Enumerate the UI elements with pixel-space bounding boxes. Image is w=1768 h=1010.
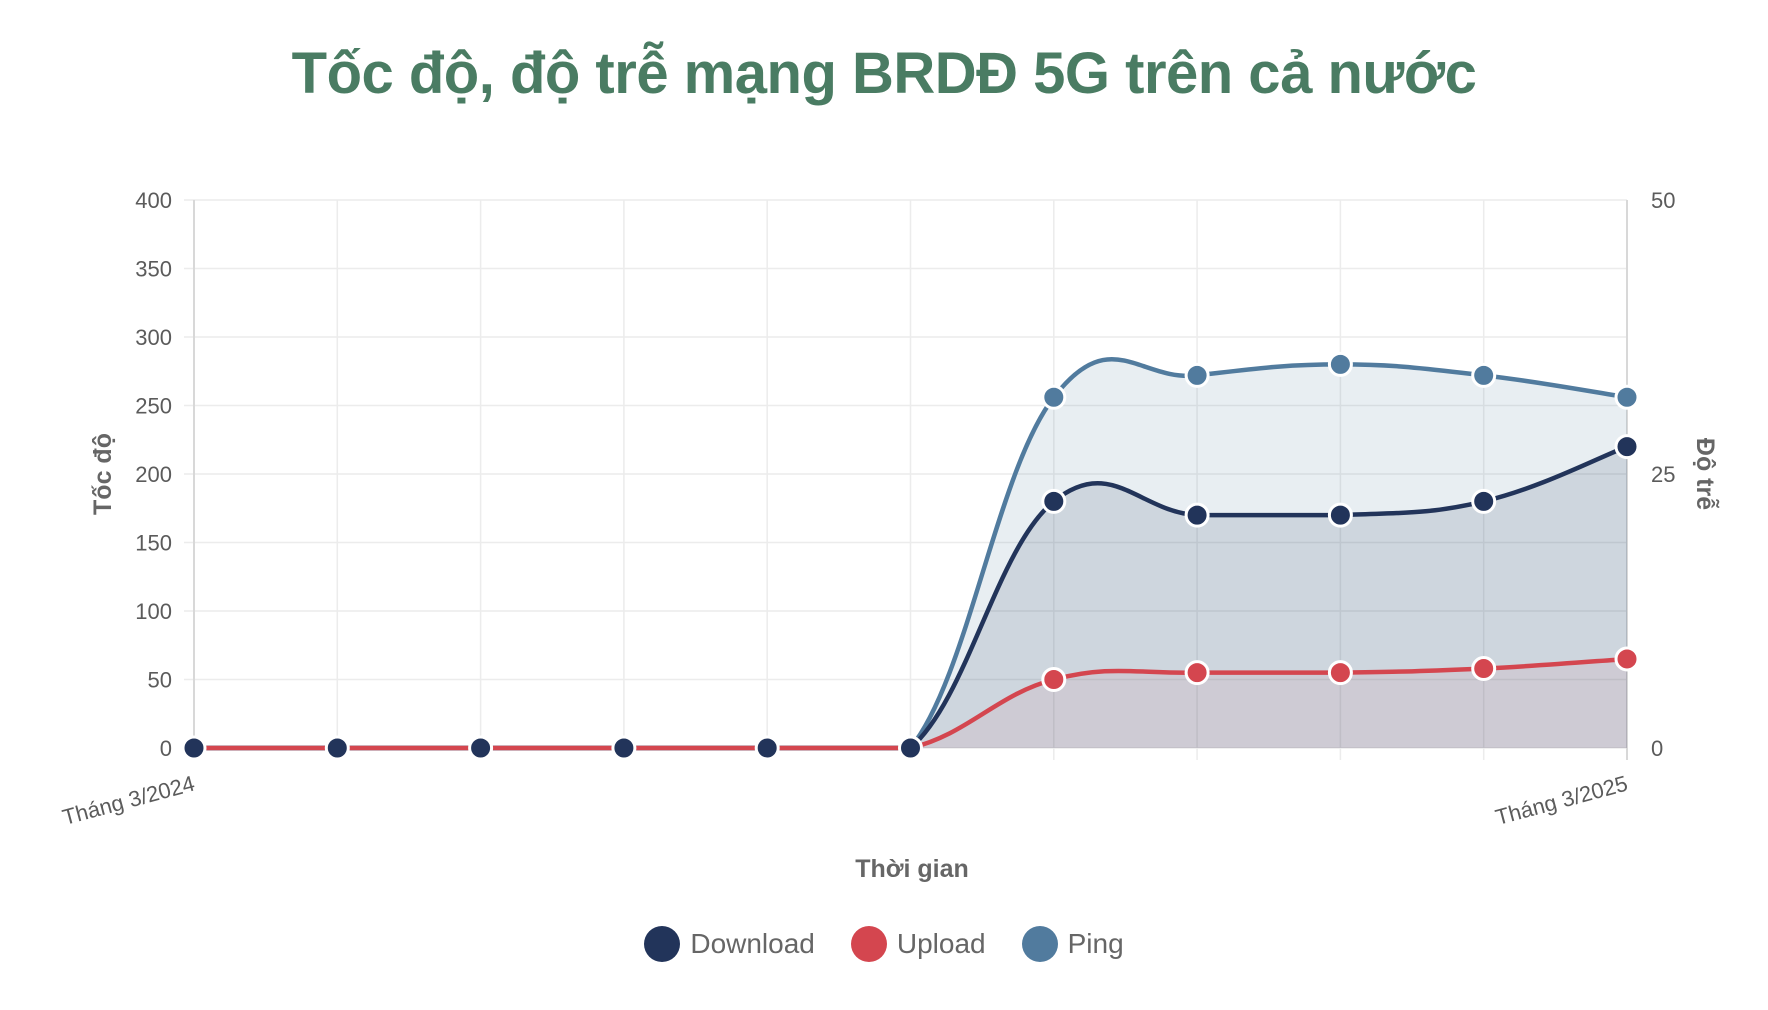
y2-tick-label: 50 — [1651, 188, 1675, 213]
ping-point[interactable] — [1327, 351, 1353, 377]
legend: Download Upload Ping — [0, 926, 1768, 962]
upload-area — [194, 658, 1627, 748]
download-point[interactable] — [754, 735, 780, 761]
y-axis-title: Tốc độ — [89, 433, 117, 515]
download-point[interactable] — [1041, 488, 1067, 514]
upload-point[interactable] — [1471, 656, 1497, 682]
y2-tick-label: 25 — [1651, 462, 1675, 487]
y-tick-label: 400 — [135, 188, 172, 213]
legend-label: Ping — [1067, 928, 1124, 959]
download-point[interactable] — [898, 735, 923, 761]
x-axis-title: Thời gian — [855, 855, 969, 883]
y2-tick-label: 0 — [1651, 736, 1663, 761]
upload-point[interactable] — [1041, 667, 1067, 692]
download-point[interactable] — [1614, 434, 1640, 460]
y-tick-label: 250 — [135, 394, 172, 419]
legend-item-download[interactable]: Download — [644, 926, 815, 962]
ping-point[interactable] — [1041, 384, 1067, 410]
upload-point[interactable] — [1184, 660, 1210, 686]
download-point[interactable] — [181, 735, 207, 761]
ping-point[interactable] — [1614, 384, 1640, 410]
y2-axis-title: Độ trễ — [1691, 438, 1721, 510]
ping-point[interactable] — [1471, 362, 1497, 388]
y-tick-label: 0 — [160, 736, 172, 761]
legend-item-ping[interactable]: Ping — [1021, 926, 1124, 962]
y-tick-label: 150 — [135, 531, 172, 556]
download-point[interactable] — [1327, 502, 1353, 528]
download-point[interactable] — [324, 735, 350, 761]
chart-title: Tốc độ, độ trễ mạng BRDĐ 5G trên cả nước — [291, 41, 1477, 106]
legend-item-upload[interactable]: Upload — [850, 926, 986, 962]
legend-dot-icon — [850, 926, 887, 962]
legend-dot-icon — [644, 926, 681, 962]
legend-label: Upload — [896, 928, 986, 959]
ping-area — [194, 359, 1627, 748]
y-tick-label: 100 — [135, 599, 172, 624]
ping-point[interactable] — [1184, 362, 1210, 388]
y-tick-label: 350 — [135, 257, 172, 282]
legend-label: Download — [690, 928, 815, 959]
upload-point[interactable] — [1327, 660, 1353, 686]
y-tick-label: 300 — [135, 325, 172, 350]
y-tick-label: 50 — [148, 668, 172, 693]
download-point[interactable] — [468, 735, 494, 761]
download-point[interactable] — [1184, 502, 1210, 528]
upload-point[interactable] — [1614, 646, 1640, 672]
download-point[interactable] — [611, 735, 637, 761]
x-tick-label: Tháng 3/2025 — [1493, 771, 1631, 830]
download-point[interactable] — [1471, 488, 1497, 514]
y-tick-label: 200 — [135, 462, 172, 487]
legend-dot-icon — [1021, 926, 1058, 962]
x-tick-label: Tháng 3/2024 — [60, 771, 198, 830]
